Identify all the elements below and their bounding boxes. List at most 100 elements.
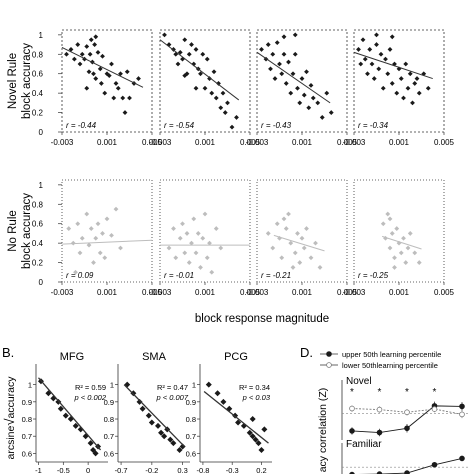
y-tick-label: 0.4 <box>32 239 44 248</box>
data-point <box>86 242 92 248</box>
data-point <box>421 71 427 77</box>
data-point <box>102 90 108 96</box>
data-point <box>202 211 208 217</box>
data-point <box>102 255 108 261</box>
data-point <box>104 216 110 222</box>
data-point <box>310 95 316 101</box>
data-point <box>297 100 303 106</box>
data-point <box>173 255 179 261</box>
data-point <box>127 95 132 101</box>
data-point <box>57 405 64 412</box>
data-point <box>425 85 431 91</box>
data-point <box>394 90 400 96</box>
y-tick-label: 0.4 <box>32 89 44 98</box>
data-point <box>77 61 83 67</box>
r-value-label: r = -0.01 <box>164 271 194 280</box>
data-point <box>279 71 285 77</box>
data-point <box>136 76 141 81</box>
data-point <box>286 59 291 65</box>
data-point <box>166 245 172 251</box>
data-point <box>97 250 103 256</box>
x-tick-label: 0.005 <box>142 288 163 297</box>
y-tick-label: 0.8 <box>186 415 196 424</box>
data-point <box>299 76 305 81</box>
data-point <box>220 398 227 405</box>
data-point <box>374 42 379 47</box>
data-point <box>113 206 119 212</box>
data-point <box>383 235 388 241</box>
data-point <box>403 260 409 265</box>
x-tick-label: 0.005 <box>240 288 261 297</box>
data-point <box>64 51 69 57</box>
data-point <box>177 49 183 55</box>
data-point <box>177 235 183 241</box>
p-value-label: p < 0.007 <box>156 393 189 402</box>
data-point <box>75 221 81 227</box>
x-tick-label: -0.003 <box>149 138 172 147</box>
y-tick-label: 0.6 <box>104 449 114 458</box>
data-point <box>407 71 413 77</box>
data-point <box>431 406 438 412</box>
data-point <box>376 429 383 436</box>
data-point <box>93 34 99 40</box>
data-point <box>431 461 438 468</box>
data-point <box>270 51 276 57</box>
fit-line <box>273 234 325 252</box>
y-tick-label: 0.8 <box>104 415 114 424</box>
data-point <box>109 232 114 238</box>
data-point <box>349 428 355 434</box>
data-point <box>222 110 228 115</box>
x-tick-label: -0.003 <box>246 288 269 297</box>
data-point <box>191 216 197 222</box>
data-point <box>155 422 161 429</box>
data-point <box>100 231 105 236</box>
data-point <box>186 260 192 265</box>
significance-marker: * <box>433 387 437 398</box>
y-tick-label: 1 <box>28 381 32 390</box>
row-label-line2: block accuracy <box>21 43 33 119</box>
data-point <box>414 76 420 81</box>
scatter-subplot-a-0: -0.003 0.001 0.005 r = -0.44 <box>51 29 163 147</box>
data-point <box>387 245 393 251</box>
data-point <box>189 42 194 47</box>
data-point <box>270 245 276 251</box>
data-point <box>295 231 300 236</box>
x-tick-label: 0.001 <box>389 288 410 297</box>
x-tick-label: 0.001 <box>97 288 118 297</box>
p-value-label: p < 0.002 <box>74 393 107 402</box>
data-point <box>292 250 298 256</box>
data-point <box>405 245 411 251</box>
data-point <box>376 406 383 413</box>
data-point <box>410 100 415 106</box>
x-tick-label: -0.003 <box>149 288 172 297</box>
r-squared-label: R² = 0.47 <box>157 383 188 392</box>
legend-label: upper 50th learning percentile <box>342 350 441 359</box>
data-point <box>392 255 397 261</box>
y-tick-label: 1 <box>110 381 114 390</box>
scatter-subplot-b-0: MFG 0.6 0.7 0.8 0.9 1 -1 -0.5 0 R² = 0.59p < 0.00… <box>22 351 108 474</box>
y-tick-label: 0.7 <box>22 432 32 441</box>
data-point <box>209 269 215 275</box>
x-tick-label: 0.005 <box>434 288 455 297</box>
data-point <box>313 240 318 246</box>
data-point <box>91 71 96 77</box>
plot-frame <box>61 179 153 283</box>
data-point <box>295 85 300 91</box>
data-point <box>87 440 94 447</box>
data-point <box>404 470 410 474</box>
data-point <box>304 69 309 75</box>
data-point <box>358 61 364 67</box>
significance-marker: * <box>350 387 354 398</box>
data-point <box>84 85 90 91</box>
data-point <box>118 71 123 77</box>
plot-frame <box>353 179 445 283</box>
data-point <box>281 51 287 57</box>
data-point <box>214 390 221 397</box>
data-point <box>389 81 395 86</box>
data-point <box>319 115 325 120</box>
data-point <box>277 61 282 67</box>
data-point <box>387 216 393 222</box>
scatter-subplot-a-4: -0.003 0.001 0.005 r = 0.09 <box>51 179 163 297</box>
data-point <box>209 90 215 96</box>
data-point <box>374 32 379 38</box>
